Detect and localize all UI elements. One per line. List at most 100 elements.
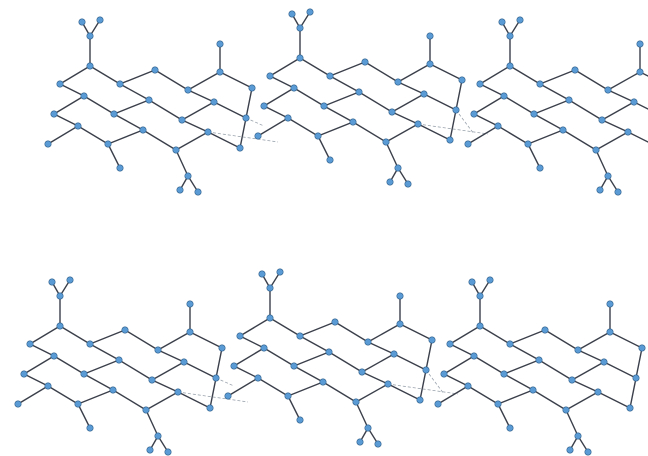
atom [97,17,103,23]
atom [87,33,93,39]
atom [231,363,237,369]
atom [362,59,368,65]
atom [147,447,153,453]
atom [291,363,297,369]
atom [427,33,433,39]
atom [477,81,483,87]
atom [405,181,411,187]
background [0,0,648,456]
atom [213,375,219,381]
atom [441,371,447,377]
atom [383,139,389,145]
atom [365,339,371,345]
atom [297,417,303,423]
atom [359,369,365,375]
atom [261,345,267,351]
atom [507,33,513,39]
atom [225,393,231,399]
atom [187,329,193,335]
atom [453,107,459,113]
atom [75,123,81,129]
atom [501,371,507,377]
atom [465,141,471,147]
atom [51,111,57,117]
atom [217,41,223,47]
atom [585,449,591,455]
atom [435,401,441,407]
atom [469,279,475,285]
atom [49,279,55,285]
atom [237,145,243,151]
atom [140,127,146,133]
atom [267,315,273,321]
atom [297,55,303,61]
atom [27,341,33,347]
atom [87,63,93,69]
atom [51,353,57,359]
atom [185,173,191,179]
atom [111,111,117,117]
atom [21,371,27,377]
atom [575,347,581,353]
atom [181,359,187,365]
atom [165,449,171,455]
atom [315,133,321,139]
atom [471,111,477,117]
atom [421,91,427,97]
atom [605,173,611,179]
atom [81,371,87,377]
atom [593,147,599,153]
atom [291,85,297,91]
atom [353,399,359,405]
atom [397,321,403,327]
atom [356,89,362,95]
atom [81,93,87,99]
atom [447,137,453,143]
crystal-packing-figure [0,0,648,456]
atom [375,441,381,447]
atom [155,347,161,353]
atom [507,425,513,431]
atom [249,85,255,91]
atom [117,81,123,87]
atom [531,111,537,117]
atom [285,393,291,399]
atom [175,389,181,395]
atom [261,103,267,109]
atom [219,345,225,351]
atom [495,401,501,407]
atom [605,87,611,93]
atom [267,285,273,291]
atom [177,187,183,193]
atom [326,349,332,355]
atom [637,69,643,75]
atom [321,103,327,109]
atom [501,93,507,99]
atom [575,433,581,439]
atom [105,141,111,147]
atom [459,77,465,83]
atom [607,301,613,307]
atom [116,357,122,363]
atom [625,129,631,135]
atom [67,277,73,283]
atom [365,425,371,431]
atom [15,401,21,407]
atom [537,165,543,171]
atom [471,353,477,359]
atom [45,383,51,389]
atom [307,9,313,15]
atom [395,165,401,171]
atom [385,381,391,387]
atom [187,301,193,307]
atom [615,189,621,195]
atom [267,73,273,79]
atom [255,375,261,381]
atom [487,277,493,283]
atom [542,327,548,333]
atom [477,293,483,299]
atom [185,87,191,93]
atom [243,115,249,121]
atom [332,319,338,325]
atom [122,327,128,333]
